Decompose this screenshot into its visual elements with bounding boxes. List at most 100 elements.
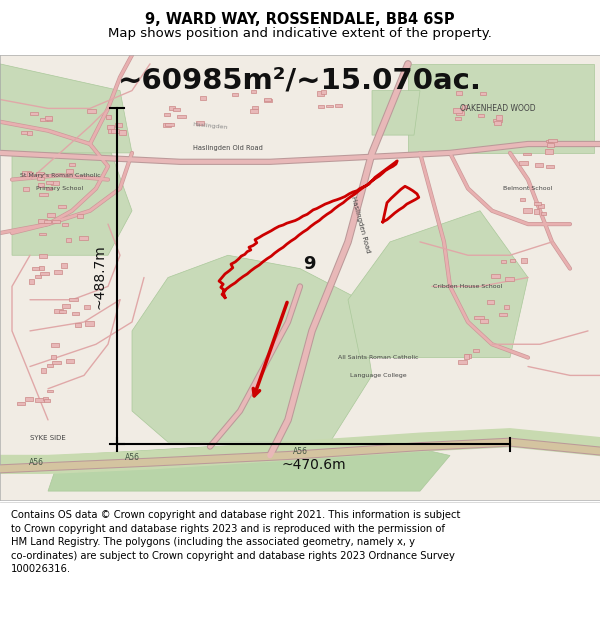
Text: Map shows position and indicative extent of the property.: Map shows position and indicative extent… [108,27,492,39]
FancyBboxPatch shape [22,171,31,176]
FancyBboxPatch shape [521,258,527,262]
Polygon shape [408,64,594,153]
FancyBboxPatch shape [62,222,68,226]
FancyBboxPatch shape [66,359,74,363]
FancyBboxPatch shape [52,220,60,223]
FancyBboxPatch shape [501,260,506,263]
Polygon shape [348,211,528,357]
FancyBboxPatch shape [200,96,206,100]
Text: ~488.7m: ~488.7m [92,244,106,309]
FancyBboxPatch shape [535,202,541,206]
FancyBboxPatch shape [27,172,33,176]
FancyBboxPatch shape [23,187,29,191]
FancyBboxPatch shape [65,238,71,242]
FancyBboxPatch shape [523,208,532,212]
FancyBboxPatch shape [479,92,486,95]
FancyBboxPatch shape [17,402,25,404]
FancyBboxPatch shape [326,104,333,107]
FancyBboxPatch shape [107,125,114,129]
FancyBboxPatch shape [546,165,554,168]
FancyBboxPatch shape [545,149,553,154]
FancyBboxPatch shape [473,349,479,352]
FancyBboxPatch shape [487,301,494,304]
Text: 9: 9 [303,255,315,273]
FancyBboxPatch shape [548,139,557,142]
FancyBboxPatch shape [163,123,171,127]
Text: A56: A56 [29,458,44,467]
FancyBboxPatch shape [31,112,38,115]
FancyBboxPatch shape [120,131,125,134]
FancyBboxPatch shape [52,361,61,364]
FancyBboxPatch shape [455,118,461,120]
FancyBboxPatch shape [38,182,44,187]
FancyBboxPatch shape [494,121,501,124]
FancyBboxPatch shape [47,119,52,121]
FancyBboxPatch shape [61,263,67,268]
FancyBboxPatch shape [44,399,50,402]
FancyBboxPatch shape [464,354,469,359]
FancyBboxPatch shape [46,181,53,184]
FancyBboxPatch shape [40,118,48,121]
FancyBboxPatch shape [47,213,55,217]
FancyBboxPatch shape [538,204,544,208]
FancyBboxPatch shape [54,309,63,312]
FancyBboxPatch shape [25,398,34,401]
FancyBboxPatch shape [251,106,258,109]
FancyBboxPatch shape [47,389,53,392]
FancyBboxPatch shape [35,398,44,402]
FancyBboxPatch shape [73,312,79,315]
FancyBboxPatch shape [496,115,502,119]
FancyBboxPatch shape [317,91,324,96]
FancyBboxPatch shape [250,109,258,113]
FancyBboxPatch shape [29,279,34,284]
Text: ~470.6m: ~470.6m [281,458,346,472]
FancyBboxPatch shape [43,397,48,399]
Text: Primary School: Primary School [37,186,83,191]
Text: Haslingden Road: Haslingden Road [350,195,370,253]
Text: St Mary's Roman Catholic: St Mary's Roman Catholic [20,173,100,178]
FancyBboxPatch shape [106,114,112,119]
FancyBboxPatch shape [505,278,514,281]
FancyBboxPatch shape [58,205,67,208]
FancyBboxPatch shape [35,172,44,174]
FancyBboxPatch shape [46,187,52,190]
FancyBboxPatch shape [322,89,326,94]
FancyBboxPatch shape [39,266,44,269]
FancyBboxPatch shape [38,254,47,259]
FancyBboxPatch shape [111,129,119,133]
FancyBboxPatch shape [264,98,271,101]
Polygon shape [48,442,450,491]
Text: 9, WARD WAY, ROSSENDALE, BB4 6SP: 9, WARD WAY, ROSSENDALE, BB4 6SP [145,12,455,27]
FancyBboxPatch shape [51,354,56,359]
FancyBboxPatch shape [59,309,66,312]
Text: Language College: Language College [350,373,406,378]
Text: Haslingden Old Road: Haslingden Old Road [193,146,263,151]
FancyBboxPatch shape [251,90,256,92]
FancyBboxPatch shape [504,306,509,309]
FancyBboxPatch shape [119,131,126,135]
FancyBboxPatch shape [69,298,78,301]
FancyBboxPatch shape [457,111,464,115]
FancyBboxPatch shape [520,161,528,165]
FancyBboxPatch shape [32,267,39,269]
FancyBboxPatch shape [27,131,32,135]
FancyBboxPatch shape [509,259,515,262]
FancyBboxPatch shape [85,321,94,326]
Text: Contains OS data © Crown copyright and database right 2021. This information is : Contains OS data © Crown copyright and d… [11,510,460,574]
FancyBboxPatch shape [458,360,467,364]
FancyBboxPatch shape [479,319,488,323]
FancyBboxPatch shape [47,364,53,367]
FancyBboxPatch shape [169,106,175,110]
FancyBboxPatch shape [38,233,46,236]
FancyBboxPatch shape [499,313,507,316]
FancyBboxPatch shape [462,106,467,109]
FancyBboxPatch shape [67,169,73,172]
FancyBboxPatch shape [335,104,342,107]
FancyBboxPatch shape [452,108,462,112]
FancyBboxPatch shape [79,236,88,241]
FancyBboxPatch shape [21,131,27,134]
Polygon shape [12,135,132,255]
Text: Belmont School: Belmont School [503,186,553,191]
FancyBboxPatch shape [520,198,525,201]
FancyBboxPatch shape [318,106,325,108]
